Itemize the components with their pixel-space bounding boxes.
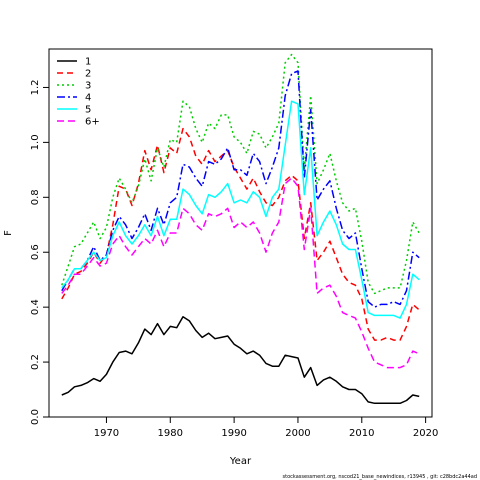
series-line-6plus xyxy=(61,177,420,369)
legend-label: 4 xyxy=(85,93,91,104)
y-tick-label: 1.2 xyxy=(30,79,41,95)
legend-label: 3 xyxy=(85,81,91,92)
x-tick-label: 1980 xyxy=(158,428,183,439)
series-layer xyxy=(61,53,420,405)
footnote: stockassessment.org, nscod21_base_newind… xyxy=(283,474,477,480)
legend-label: 2 xyxy=(85,69,91,80)
x-tick-label: 1970 xyxy=(94,428,119,439)
x-tick-label: 1990 xyxy=(221,428,246,439)
series-line-3 xyxy=(61,53,420,295)
x-tick-label: 2010 xyxy=(349,428,374,439)
series-line-4 xyxy=(61,70,420,308)
legend-label: 1 xyxy=(85,57,91,68)
x-axis-label: Year xyxy=(229,456,252,467)
series-line-5 xyxy=(61,100,420,319)
x-tick-label: 2020 xyxy=(413,428,438,439)
x-tick-label: 2000 xyxy=(285,428,310,439)
x-axis: 1970 1980 1990 2000 2010 2020 xyxy=(94,417,438,439)
y-tick-label: 1.0 xyxy=(30,134,41,150)
y-tick-label: 0.4 xyxy=(30,299,41,315)
y-tick-label: 0.6 xyxy=(30,244,41,260)
legend-label: 5 xyxy=(85,105,91,116)
y-tick-label: 0.0 xyxy=(30,409,41,425)
legend-label: 6+ xyxy=(85,117,100,128)
y-tick-label: 0.8 xyxy=(30,189,41,205)
plot-frame xyxy=(48,48,433,418)
series-line-1 xyxy=(61,316,420,405)
series-line-2 xyxy=(61,127,420,341)
y-axis-label: F xyxy=(3,230,14,236)
y-axis: 0.0 0.2 0.4 0.6 0.8 1.0 1.2 xyxy=(30,79,49,425)
y-tick-label: 0.2 xyxy=(30,354,41,370)
